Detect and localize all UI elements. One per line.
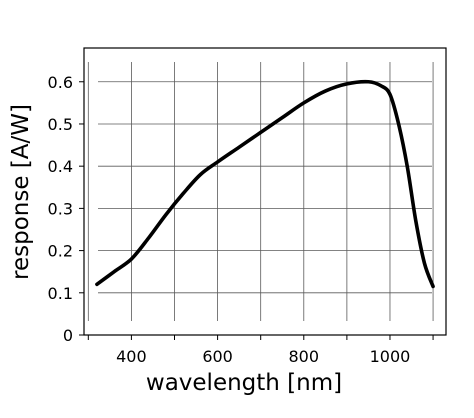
y-tick-label: 0.5: [48, 115, 73, 134]
series-line: [95, 79, 435, 289]
y-tick-label: 0.6: [48, 73, 73, 92]
y-tick-label: 0.4: [48, 157, 73, 176]
plot-frame: [83, 47, 447, 336]
x-tick-label: 1000: [370, 347, 411, 366]
x-tick-label: 800: [289, 347, 320, 366]
plot-background: [84, 48, 446, 335]
y-axis-label: response [A/W]: [8, 104, 34, 280]
y-tick-label: 0: [63, 326, 73, 345]
x-axis-label: wavelength [nm]: [146, 370, 342, 396]
x-tick-label: 600: [202, 347, 233, 366]
grid: [87, 62, 434, 321]
y-tick-label: 0.3: [48, 199, 73, 218]
series-layer: [95, 79, 435, 289]
y-tick-label: 0.1: [48, 284, 73, 303]
y-tick-label: 0.2: [48, 242, 73, 261]
y-axis-ticks: 0 0.1 0.2 0.3 0.4 0.5 0.6: [48, 73, 84, 345]
x-axis-ticks: 400 600 800 1000: [87, 335, 434, 366]
x-tick-label: 400: [116, 347, 147, 366]
